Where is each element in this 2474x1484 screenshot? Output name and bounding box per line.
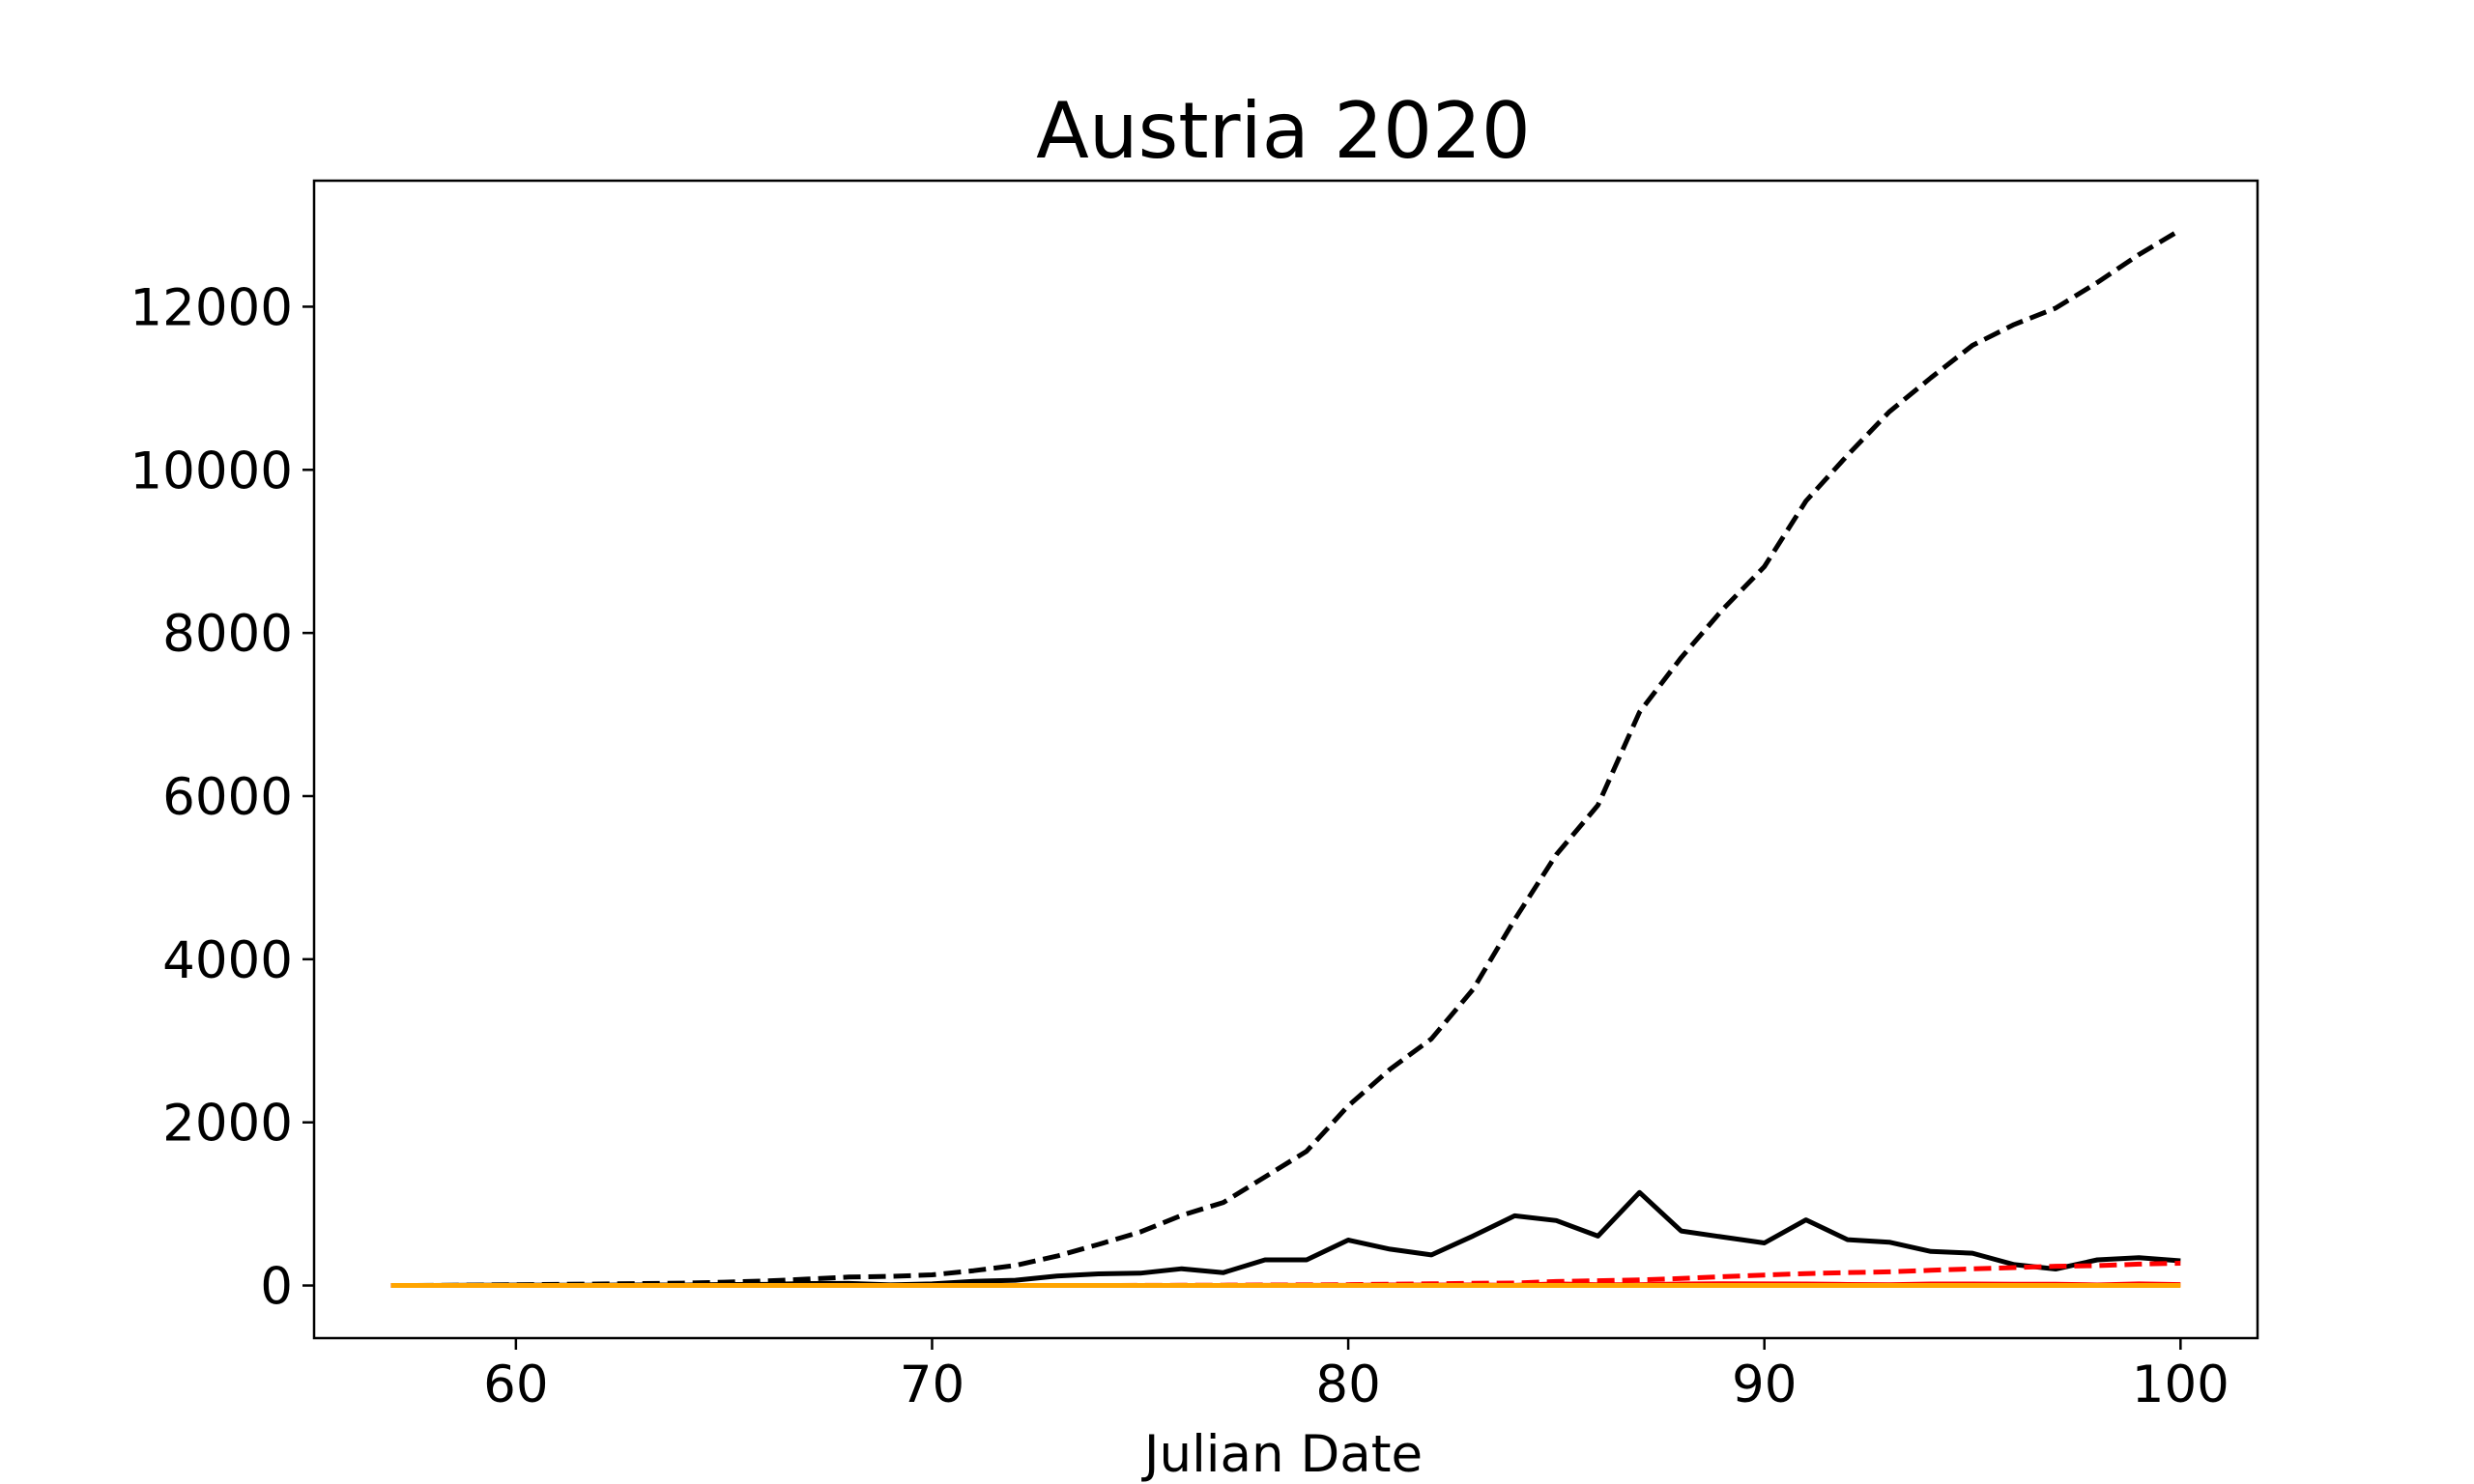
y-tick-label: 8000: [162, 605, 293, 664]
x-axis-label: Julian Date: [1141, 1425, 1423, 1484]
y-tick-label: 2000: [162, 1095, 293, 1154]
plot-frame: [312, 179, 2259, 1340]
series-line-1: [390, 227, 2182, 1288]
x-axis: 60 70 80 90 100: [483, 1338, 2229, 1414]
y-tick-label: 6000: [162, 768, 293, 827]
y-tick-label: 0: [260, 1258, 293, 1317]
x-tick-label: 90: [1732, 1356, 1797, 1414]
y-tick-label: 12000: [129, 278, 293, 337]
x-tick-label: 80: [1315, 1356, 1380, 1414]
y-tick-label: 4000: [162, 931, 293, 990]
y-tick-label: 10000: [129, 442, 293, 500]
x-tick-label: 100: [2132, 1356, 2229, 1414]
chart-title: Austria 2020: [1036, 86, 1531, 176]
x-tick-label: 60: [483, 1356, 548, 1414]
x-tick-label: 70: [900, 1356, 964, 1414]
y-axis: 0 2000 4000 6000 8000 10000 12000: [129, 278, 314, 1317]
plot-area: [390, 227, 2182, 1288]
